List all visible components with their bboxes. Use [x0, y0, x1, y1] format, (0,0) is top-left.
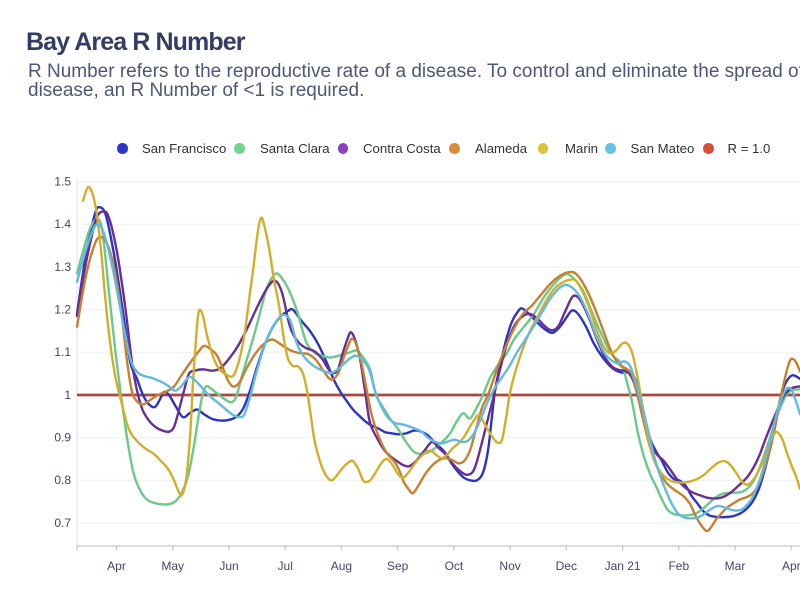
svg-text:Aug: Aug: [331, 559, 352, 573]
svg-text:1: 1: [64, 388, 71, 402]
svg-text:Oct: Oct: [445, 559, 464, 573]
svg-text:Apr: Apr: [107, 559, 126, 573]
svg-text:Jul: Jul: [278, 559, 293, 573]
svg-text:1.2: 1.2: [54, 303, 71, 317]
svg-text:1.1: 1.1: [54, 345, 71, 359]
svg-text:1.4: 1.4: [54, 217, 71, 231]
svg-text:0.8: 0.8: [54, 473, 71, 487]
svg-text:0.7: 0.7: [54, 516, 71, 530]
svg-text:Nov: Nov: [499, 559, 520, 573]
svg-text:Mar: Mar: [725, 559, 746, 573]
svg-text:Dec: Dec: [556, 559, 577, 573]
svg-text:Apr: Apr: [782, 559, 800, 573]
svg-text:Feb: Feb: [668, 559, 689, 573]
svg-text:Jan 21: Jan 21: [605, 559, 641, 573]
svg-text:Sep: Sep: [387, 559, 409, 573]
svg-text:1.5: 1.5: [54, 175, 71, 189]
svg-text:May: May: [161, 559, 184, 573]
svg-text:0.9: 0.9: [54, 431, 71, 445]
svg-text:1.3: 1.3: [54, 260, 71, 274]
svg-text:Jun: Jun: [219, 559, 238, 573]
